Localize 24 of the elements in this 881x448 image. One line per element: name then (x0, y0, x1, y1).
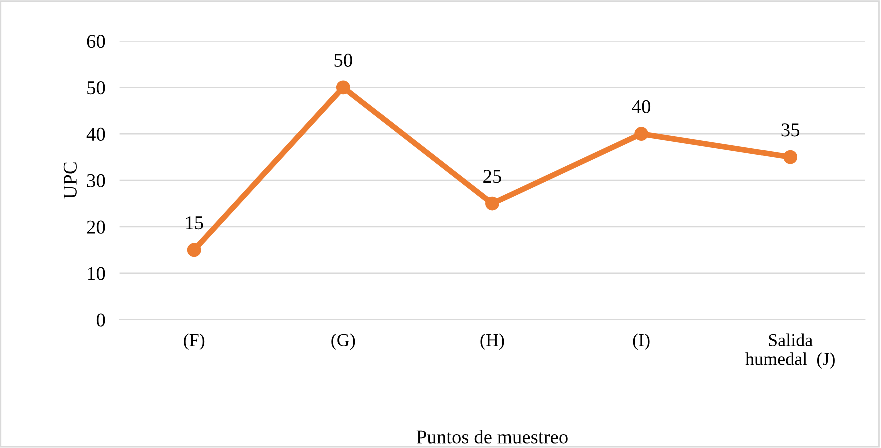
x-tick-label: (F) (184, 334, 205, 350)
x-tick-label: (G) (332, 334, 356, 350)
y-tick-label: 0 (96, 314, 106, 327)
y-tick-label: 50 (88, 81, 106, 95)
y-tick-label: 10 (88, 267, 106, 280)
x-tick-label: (I) (633, 334, 650, 350)
data-label: 40 (632, 100, 651, 114)
x-tick-label: (H) (480, 334, 504, 350)
data-label: 35 (782, 124, 800, 137)
point (784, 150, 798, 164)
point (634, 127, 648, 142)
point (486, 196, 500, 211)
x-axis-title: Puntos de muestreo (416, 430, 568, 444)
y-axis-title: UPC (64, 162, 77, 200)
point (187, 243, 202, 258)
data-label: 50 (334, 54, 352, 68)
y-tick-label: 30 (87, 174, 106, 188)
y-tick-label: 40 (86, 128, 106, 142)
point (336, 80, 350, 95)
data-label: 15 (186, 216, 204, 230)
y-tick-label: 20 (87, 220, 106, 234)
data-label: 25 (484, 170, 502, 184)
y-tick-label: 60 (87, 35, 106, 48)
x-tick-label: Salida humedal (J) (746, 334, 835, 370)
